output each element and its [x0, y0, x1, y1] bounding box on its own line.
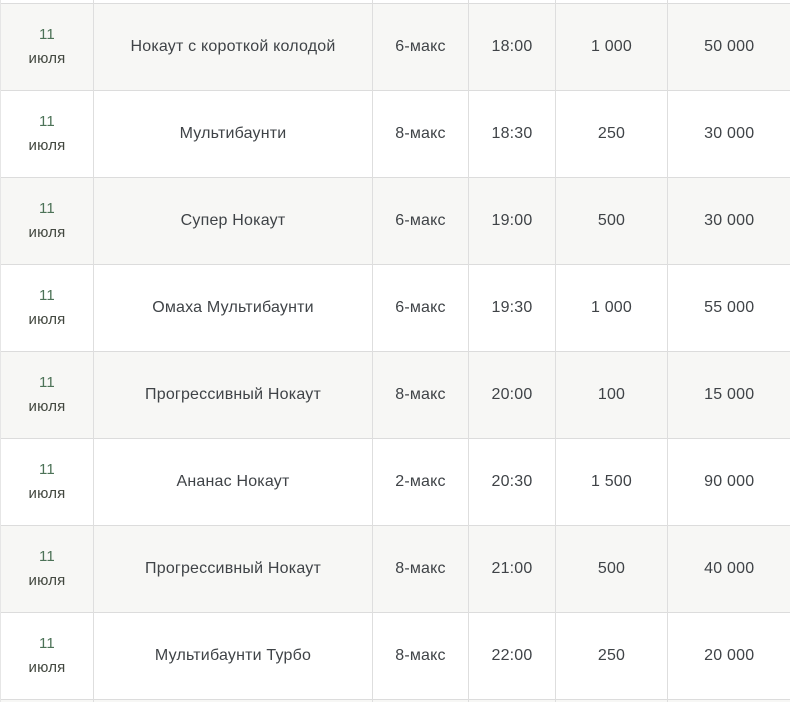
time-cell	[468, 699, 556, 702]
table-row-partial-bottom	[0, 699, 790, 702]
format-cell: 8-макс	[372, 525, 469, 613]
table-row-partial-top	[0, 0, 790, 4]
time-cell	[468, 0, 556, 4]
date-month: июля	[28, 49, 66, 67]
buyin-cell: 100	[555, 351, 668, 439]
date-cell: 11 июля	[0, 438, 94, 526]
prize-cell: 30 000	[667, 90, 790, 178]
date-cell: 11 июля	[0, 177, 94, 265]
time-cell: 19:30	[468, 264, 556, 352]
tournament-name: Омаха Мультибаунти	[93, 264, 373, 352]
date-month: июля	[28, 136, 66, 154]
format-cell: 8-макс	[372, 612, 469, 700]
tournament-name: Прогрессивный Нокаут	[93, 525, 373, 613]
table-row: 11 июля Мультибаунти 8-макс 18:30 250 30…	[0, 90, 790, 178]
buyin-cell: 1 000	[555, 3, 668, 91]
format-cell	[372, 0, 469, 4]
prize-cell: 50 000	[667, 3, 790, 91]
prize-cell: 30 000	[667, 177, 790, 265]
buyin-cell: 1 000	[555, 264, 668, 352]
date-month: июля	[28, 223, 66, 241]
table-row: 11 июля Супер Нокаут 6-макс 19:00 500 30…	[0, 177, 790, 265]
time-cell: 20:00	[468, 351, 556, 439]
date-month: июля	[28, 310, 66, 328]
prize-cell: 40 000	[667, 525, 790, 613]
format-cell: 6-макс	[372, 264, 469, 352]
prize-cell: 15 000	[667, 351, 790, 439]
date-day: 11	[39, 548, 55, 565]
format-cell: 6-макс	[372, 3, 469, 91]
time-cell: 20:30	[468, 438, 556, 526]
name-cell	[93, 699, 373, 702]
date-day: 11	[39, 635, 55, 652]
format-cell: 8-макс	[372, 90, 469, 178]
time-cell: 22:00	[468, 612, 556, 700]
format-cell: 2-макс	[372, 438, 469, 526]
date-cell: 11 июля	[0, 525, 94, 613]
tournament-name: Нокаут с короткой колодой	[93, 3, 373, 91]
table-row: 11 июля Мультибаунти Турбо 8-макс 22:00 …	[0, 612, 790, 700]
date-day: 11	[39, 374, 55, 391]
date-month: июля	[28, 484, 66, 502]
tournament-name: Мультибаунти	[93, 90, 373, 178]
buyin-cell: 250	[555, 90, 668, 178]
buyin-cell	[555, 699, 668, 702]
date-cell: 11 июля	[0, 264, 94, 352]
date-cell: 11 июля	[0, 3, 94, 91]
buyin-cell: 250	[555, 612, 668, 700]
prize-cell	[667, 0, 790, 4]
prize-cell: 90 000	[667, 438, 790, 526]
date-month: июля	[28, 658, 66, 676]
time-cell: 18:30	[468, 90, 556, 178]
prize-cell: 55 000	[667, 264, 790, 352]
date-day: 11	[39, 26, 55, 43]
date-cell	[0, 0, 94, 4]
name-cell	[93, 0, 373, 4]
format-cell: 8-макс	[372, 351, 469, 439]
table-row: 11 июля Прогрессивный Нокаут 8-макс 20:0…	[0, 351, 790, 439]
date-day: 11	[39, 461, 55, 478]
prize-cell	[667, 699, 790, 702]
time-cell: 21:00	[468, 525, 556, 613]
format-cell	[372, 699, 469, 702]
date-cell: 11 июля	[0, 612, 94, 700]
format-cell: 6-макс	[372, 177, 469, 265]
date-month: июля	[28, 571, 66, 589]
table-row: 11 июля Прогрессивный Нокаут 8-макс 21:0…	[0, 525, 790, 613]
date-cell	[0, 699, 94, 702]
time-cell: 19:00	[468, 177, 556, 265]
date-day: 11	[39, 113, 55, 130]
date-day: 11	[39, 287, 55, 304]
date-cell: 11 июля	[0, 351, 94, 439]
tournament-name: Прогрессивный Нокаут	[93, 351, 373, 439]
table-row: 11 июля Нокаут с короткой колодой 6-макс…	[0, 3, 790, 91]
tournament-name: Супер Нокаут	[93, 177, 373, 265]
buyin-cell: 500	[555, 177, 668, 265]
table-row: 11 июля Ананас Нокаут 2-макс 20:30 1 500…	[0, 438, 790, 526]
date-month: июля	[28, 397, 66, 415]
buyin-cell: 500	[555, 525, 668, 613]
date-day: 11	[39, 200, 55, 217]
time-cell: 18:00	[468, 3, 556, 91]
buyin-cell	[555, 0, 668, 4]
prize-cell: 20 000	[667, 612, 790, 700]
tournament-name: Ананас Нокаут	[93, 438, 373, 526]
buyin-cell: 1 500	[555, 438, 668, 526]
tournament-name: Мультибаунти Турбо	[93, 612, 373, 700]
table-row: 11 июля Омаха Мультибаунти 6-макс 19:30 …	[0, 264, 790, 352]
date-cell: 11 июля	[0, 90, 94, 178]
